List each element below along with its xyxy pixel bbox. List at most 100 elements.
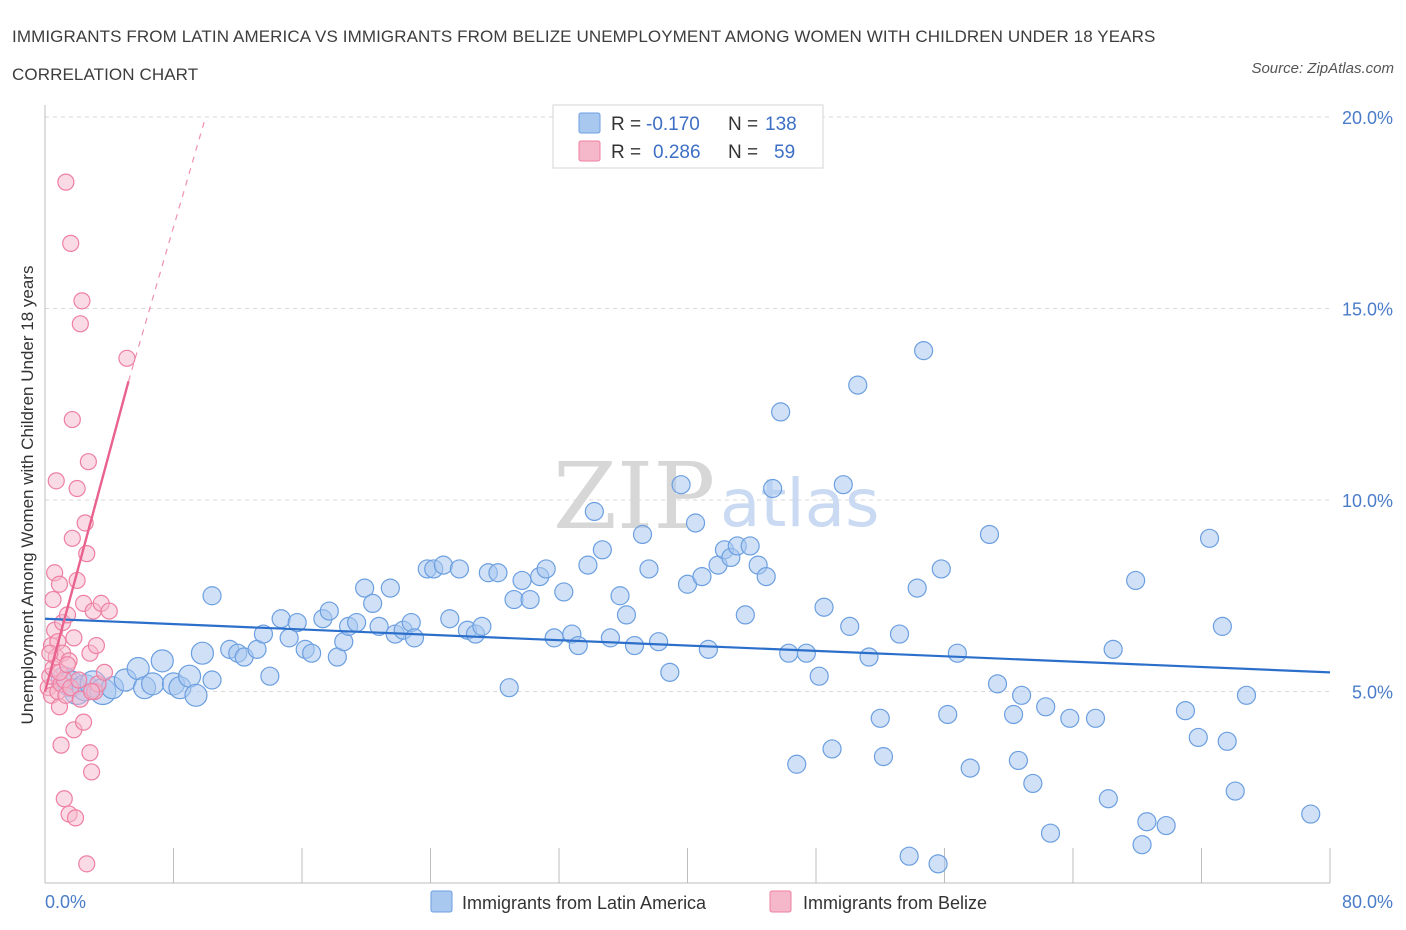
latin-america-point [1212, 616, 1232, 636]
latin-america-point [600, 628, 621, 648]
latin-america-point [848, 375, 868, 395]
x-tick-label-max: 80.0% [1342, 892, 1393, 912]
belize-point [68, 479, 86, 498]
series-legend: Immigrants from Latin America Immigrants… [430, 890, 987, 913]
latin-america-point [931, 559, 951, 579]
belize-point [58, 656, 77, 674]
latin-america-point [319, 601, 339, 621]
x-tick-label-min: 0.0% [45, 892, 86, 912]
latin-america-point [554, 582, 574, 602]
y-tick-label: 15.0% [1342, 300, 1393, 320]
bottom-legend-swatch-latin-america [430, 890, 453, 913]
latin-america-point [624, 635, 645, 656]
watermark-atlas: atlas [720, 465, 880, 542]
latin-america-point [202, 586, 222, 606]
belize-point [55, 790, 73, 808]
latin-america-point [632, 524, 653, 545]
latin-america-point [660, 662, 680, 682]
belize-point [65, 629, 83, 647]
latin-america-point [648, 632, 669, 652]
latin-america-point [253, 624, 274, 644]
latin-america-point [499, 678, 519, 698]
latin-america-point [404, 628, 425, 648]
latin-america-point [202, 670, 222, 690]
latin-america-point [440, 609, 460, 629]
y-tick-label: 20.0% [1342, 108, 1393, 128]
legend-swatch-latin-america [578, 112, 601, 134]
trend-lines [43, 116, 1331, 692]
grid-lines [45, 116, 1330, 692]
latin-america-point [889, 624, 910, 644]
latin-america-point [1225, 781, 1245, 801]
latin-america-point [822, 739, 842, 759]
latin-america-point [184, 683, 208, 707]
correlation-legend: R = -0.170 N = 138 R = 0.286 N = 59 [552, 104, 824, 169]
latin-america-point [449, 559, 470, 579]
latin-america-point [287, 612, 307, 633]
bottom-legend-label-belize: Immigrants from Belize [803, 893, 987, 913]
axes [44, 105, 1331, 884]
bottom-legend-swatch-belize [769, 890, 792, 913]
latin-america-point [1137, 812, 1157, 832]
belize-point [82, 763, 101, 781]
latin-america-point [190, 641, 215, 665]
x-tick-labels: 0.0% 80.0% [45, 892, 1393, 912]
latin-america-point [1011, 685, 1032, 705]
bottom-legend-label-latin-america: Immigrants from Latin America [462, 893, 707, 913]
latin-america-point [584, 501, 604, 522]
latin-america-point [544, 628, 564, 648]
latin-america-point [979, 524, 1000, 545]
latin-america-point [347, 612, 367, 633]
y-axis-label: Unemployment Among Women with Children U… [18, 266, 37, 725]
belize-point [81, 744, 99, 762]
latin-america-point [987, 674, 1008, 694]
legend-n-value-1: 138 [765, 114, 797, 135]
latin-america-point [578, 555, 598, 575]
belize-point [79, 453, 97, 471]
latin-america-point [1217, 731, 1237, 751]
latin-america-point [369, 616, 389, 636]
belize-point [73, 292, 91, 310]
belize-point [44, 590, 62, 609]
latin-america-point [302, 643, 322, 663]
belize-point [95, 663, 114, 681]
latin-america-point [859, 647, 879, 667]
belize-point [66, 809, 85, 827]
latin-america-point [796, 643, 816, 663]
latin-america-point [914, 341, 934, 361]
latin-america-point [870, 708, 890, 728]
latin-america-point [271, 609, 291, 629]
belize-trend-line [43, 380, 130, 692]
latin-america-point [639, 559, 659, 579]
legend-n-label-1: N = [728, 114, 758, 135]
legend-n-value-2: 59 [774, 142, 795, 163]
latin-america-point [504, 589, 524, 610]
latin-america-point [698, 639, 718, 659]
belize-point [63, 410, 81, 429]
latin-america-point [1103, 639, 1123, 659]
latin-america-point [433, 555, 453, 575]
y-tick-label: 5.0% [1352, 683, 1393, 703]
latin-america-point [592, 540, 612, 560]
latin-america-point [536, 559, 556, 579]
y-tick-labels: 5.0% 10.0% 15.0% 20.0% [1342, 108, 1393, 703]
belize-trend-extension [127, 116, 207, 382]
latin-america-point [488, 563, 508, 583]
latin-america-point [1023, 773, 1043, 794]
latin-america-point [1236, 685, 1257, 705]
latin-america-point [873, 747, 894, 767]
latin-america-point [141, 672, 165, 696]
belize-point [63, 529, 81, 547]
belize-point [57, 173, 75, 191]
legend-n-label-2: N = [728, 142, 758, 163]
latin-america-point [380, 578, 400, 598]
latin-america-point [1003, 704, 1024, 725]
latin-america-points [50, 341, 1321, 874]
latin-america-point [814, 597, 834, 617]
latin-america-point [809, 666, 829, 686]
y-tick-label: 10.0% [1342, 491, 1393, 511]
latin-america-point [610, 586, 630, 606]
latin-america-point [1199, 528, 1220, 548]
latin-america-point [960, 758, 980, 778]
